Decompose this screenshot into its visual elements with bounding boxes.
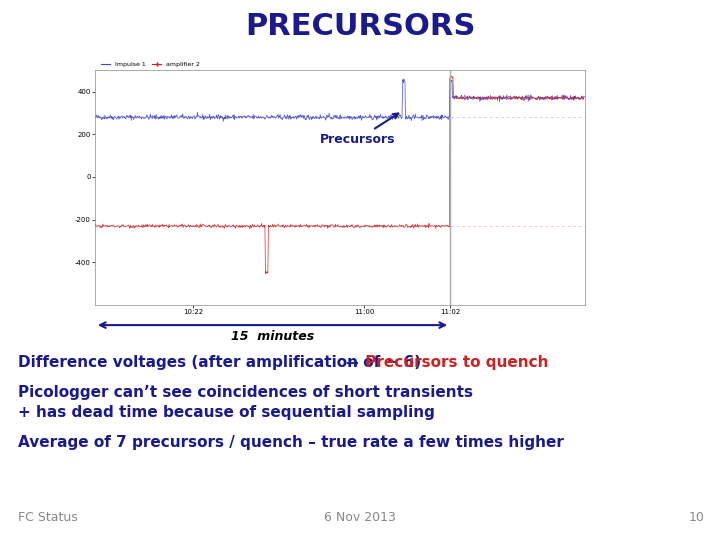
Text: Precursors: Precursors [320, 113, 398, 146]
Text: Precursors to quench: Precursors to quench [360, 355, 549, 370]
Text: FC Status: FC Status [18, 511, 78, 524]
Text: Quench: Quench [458, 269, 523, 285]
Text: Average of 7 precursors / quench – true rate a few times higher: Average of 7 precursors / quench – true … [18, 435, 564, 450]
Legend: Impulse 1, amplifier 2: Impulse 1, amplifier 2 [98, 59, 203, 70]
Text: Picologger can’t see coincidences of short transients
+ has dead time because of: Picologger can’t see coincidences of sho… [18, 385, 473, 420]
Text: 6 Nov 2013: 6 Nov 2013 [324, 511, 396, 524]
Text: PRECURSORS: PRECURSORS [245, 12, 475, 41]
Text: 15  minutes: 15 minutes [231, 330, 314, 343]
Text: Difference voltages (after amplification of ~ 6): Difference voltages (after amplification… [18, 355, 426, 370]
Text: →: → [345, 355, 358, 370]
Text: 10: 10 [689, 511, 705, 524]
